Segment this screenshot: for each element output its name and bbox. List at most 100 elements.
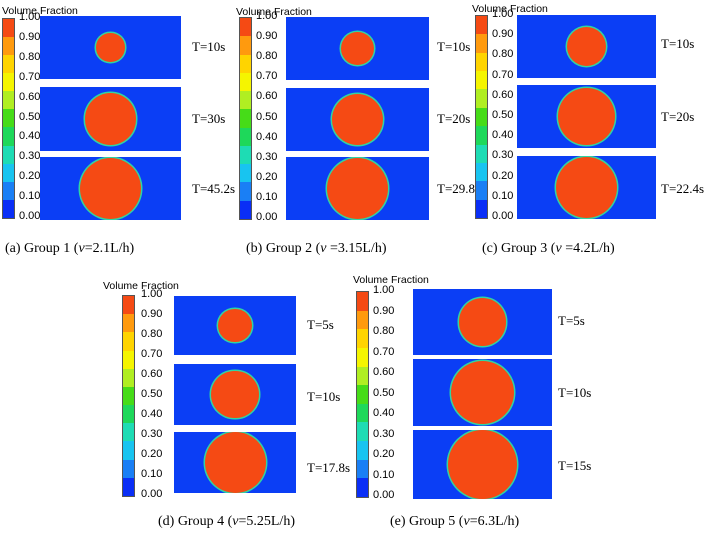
colorbar-tick-label: 0.60 [256,90,278,103]
colorbar-segment [240,36,251,55]
colorbar-segment [240,145,251,165]
colorbar-segment [476,162,487,182]
time-label: T=10s [437,39,471,54]
colorbar [239,17,252,220]
time-label: T=10s [661,36,695,51]
colorbar-segment [3,73,14,92]
colorbar-tick-label: 0.50 [141,388,163,400]
colorbar-tick-label: 0.60 [19,90,41,103]
colorbar-segment [240,18,251,37]
colorbar-tick-label: 0.00 [19,210,41,222]
colorbar-tick-label: 0.60 [373,366,395,378]
colorbar-tick-label: 0.90 [19,30,41,43]
colorbar-segment [123,350,134,369]
caption-text: =2.1L/h) [84,241,135,256]
colorbar-segment [123,296,134,315]
colorbar-segment [476,89,487,108]
colorbar-title: Volume Fraction [472,3,548,15]
colorbar-segment [240,182,251,201]
colorbar-segment [3,109,14,128]
colorbar-segment [476,107,487,127]
group-caption: (a) Group 1 (v=2.1L/h) [5,241,134,257]
time-label: T=20s [437,111,471,126]
colorbar-tick-label: 0.20 [19,170,41,183]
caption-variable: v [463,514,470,529]
colorbar-tick-label: 0.20 [256,170,278,183]
droplet-bubble [218,308,252,343]
colorbar-tick-label: 0.10 [256,190,278,203]
droplet-bubble [448,430,517,499]
colorbar-tick-label: 0.30 [141,428,163,440]
colorbar-tick-label: 0.80 [141,328,163,340]
colorbar-segment [240,72,251,92]
droplet-bubble [204,432,266,493]
colorbar-tick-label: 0.80 [19,50,41,63]
droplet-bubble [458,298,507,346]
colorbar-tick-label: 0.60 [141,368,163,380]
colorbar-tick-label: 0.40 [373,407,395,419]
colorbar-segment [123,314,134,333]
colorbar-tick-label: 0.20 [492,169,514,182]
colorbar-segment [476,144,487,163]
droplet-bubble [555,156,618,219]
caption-variable: v [232,514,239,529]
colorbar-segment [123,386,134,406]
simulation-snapshot [40,87,181,151]
colorbar-tick-label: 1.00 [373,284,395,296]
colorbar-tick-label: 0.30 [19,150,41,163]
colorbar-segment [3,163,14,182]
colorbar-tick-label: 0.90 [492,28,514,41]
simulation-snapshot [413,430,552,499]
droplet-bubble [326,157,389,220]
colorbar-tick-label: 0.10 [373,468,395,481]
colorbar-segment [123,459,134,478]
time-label: T=29.8s [437,181,481,196]
time-label: T=15s [558,458,592,473]
simulation-snapshot [286,88,429,151]
colorbar-segment [357,329,368,348]
simulation-snapshot [40,16,181,79]
colorbar-segment [240,200,251,219]
caption-text: =5.25L/h) [238,514,295,529]
colorbar-segment [3,199,14,218]
colorbar-tick-label: 0.60 [492,88,514,101]
caption-text: =3.15L/h) [326,241,387,256]
colorbar-segment [476,34,487,53]
colorbar-segment [476,16,487,35]
droplet-bubble [558,88,615,145]
simulation-snapshot [40,157,181,220]
colorbar-tick-label: 0.00 [492,210,514,222]
colorbar [2,18,15,219]
colorbar-segment [240,164,251,183]
colorbar-tick-label: 0.90 [256,30,278,43]
colorbar-tick-label: 0.90 [141,308,163,320]
colorbar-segment [123,368,134,387]
time-label: T=5s [307,317,334,332]
colorbar-tick-label: 0.40 [141,408,163,420]
colorbar-tick-label: 1.00 [492,8,514,20]
caption-text: (a) Group 1 ( [5,241,79,256]
colorbar-title: Volume Fraction [103,280,179,292]
colorbar-tick-label: 0.00 [141,488,163,500]
colorbar-tick-label: 0.30 [373,427,395,440]
colorbar-segment [3,127,14,146]
colorbar [475,15,488,219]
colorbar-segment [357,441,368,460]
group-caption: (c) Group 3 (v =4.2L/h) [482,241,615,257]
droplet-bubble [84,93,137,145]
colorbar-segment [357,366,368,386]
droplet-bubble [566,26,607,67]
simulation-snapshot [174,432,296,493]
colorbar-title: Volume Fraction [2,5,78,17]
colorbar-segment [357,459,368,479]
simulation-snapshot [413,289,552,355]
colorbar-tick-label: 0.80 [256,50,278,63]
colorbar-segment [123,332,134,351]
droplet-bubble [450,360,515,425]
colorbar-segment [357,478,368,497]
colorbar-tick-label: 0.40 [19,130,41,143]
simulation-snapshot [413,359,552,426]
colorbar-segment [476,181,487,200]
time-label: T=10s [192,39,226,54]
colorbar-segment [240,109,251,128]
